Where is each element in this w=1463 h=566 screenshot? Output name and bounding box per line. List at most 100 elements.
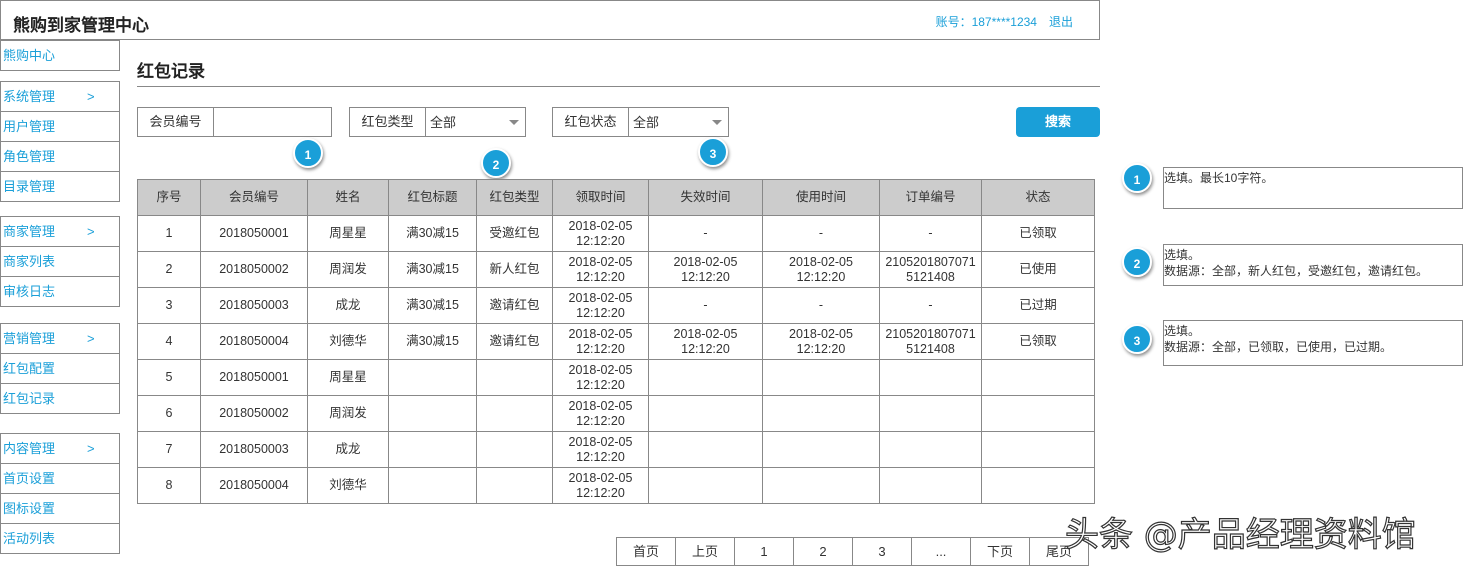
table-cell: 1 — [137, 215, 201, 252]
page-button[interactable]: 3 — [852, 537, 912, 566]
annotation-marker-3: 3 — [698, 137, 728, 167]
sidebar-item-label: 商家列表 — [3, 254, 56, 269]
status-select-value: 全部 — [633, 115, 660, 130]
table-cell: 2018-02-05 12:12:20 — [648, 323, 763, 360]
sidebar-item-label: 系统管理 — [3, 89, 56, 104]
chevron-right-icon: > — [87, 224, 95, 239]
sidebar-item-label: 用户管理 — [3, 119, 56, 134]
sidebar-item[interactable]: 角色管理 — [0, 141, 120, 172]
sidebar-item[interactable]: 商家管理 > — [0, 216, 120, 247]
column-header: 姓名 — [307, 179, 389, 216]
page-button[interactable]: 1 — [734, 537, 794, 566]
column-header: 会员编号 — [200, 179, 308, 216]
sidebar-item[interactable]: 活动列表 — [0, 523, 120, 554]
table-cell: 周星星 — [307, 359, 389, 396]
table-cell: 2018050004 — [200, 467, 308, 504]
app-header: 熊购到家管理中心 账号：187****1234 退出 — [0, 0, 1100, 40]
column-header: 序号 — [137, 179, 201, 216]
table-cell — [388, 359, 477, 396]
table-cell: 7 — [137, 431, 201, 468]
sidebar-item[interactable]: 目录管理 — [0, 171, 120, 202]
table-row: 3 2018050003 成龙 满30减15 邀请红包 2018-02-05 12:12:… — [137, 287, 1095, 324]
sidebar-item[interactable]: 审核日志 — [0, 276, 120, 307]
table-cell: - — [879, 215, 982, 252]
status-select[interactable]: 全部 — [628, 107, 729, 137]
sidebar-item[interactable]: 内容管理 > — [0, 433, 120, 464]
table-cell: 周星星 — [307, 215, 389, 252]
table-cell — [981, 395, 1095, 432]
sidebar-item-label: 内容管理 — [3, 441, 56, 456]
table-cell — [388, 467, 477, 504]
table-cell — [648, 395, 763, 432]
table-cell: 4 — [137, 323, 201, 360]
note-line: 选填。 — [1164, 248, 1201, 262]
column-header: 订单编号 — [879, 179, 982, 216]
table-cell: 刘德华 — [307, 467, 389, 504]
note-line: 选填。 — [1164, 324, 1201, 338]
sidebar-item[interactable]: 熊购中心 — [0, 40, 120, 71]
table-cell: 成龙 — [307, 287, 389, 324]
table-row: 1 2018050001 周星星 满30减15 受邀红包 2018-02-05 12:12… — [137, 215, 1095, 252]
table-cell: 满30减15 — [388, 215, 477, 252]
table-cell — [476, 359, 553, 396]
table-cell: 2018-02-05 12:12:20 — [762, 323, 880, 360]
sidebar-item[interactable]: 营销管理 > — [0, 323, 120, 354]
sidebar-item[interactable]: 图标设置 — [0, 493, 120, 524]
page-button[interactable]: 2 — [793, 537, 853, 566]
table-cell — [762, 467, 880, 504]
annotation-marker: 1 — [1122, 163, 1152, 193]
table-cell: 周润发 — [307, 395, 389, 432]
table-cell: 2018050002 — [200, 395, 308, 432]
table-cell: 周润发 — [307, 251, 389, 288]
chevron-down-icon — [712, 120, 722, 125]
pagination: 首页 上页 1 2 3... 下页 尾页 — [616, 537, 1089, 566]
table-row: 4 2018050004 刘德华 满30减15 邀请红包 2018-02-05 12:12… — [137, 323, 1095, 360]
table-cell: 已过期 — [981, 287, 1095, 324]
table-cell: 2018-02-05 12:12:20 — [552, 287, 649, 324]
sidebar-item[interactable]: 系统管理 > — [0, 81, 120, 112]
chevron-right-icon: > — [87, 441, 95, 456]
table-cell — [879, 359, 982, 396]
status-label: 红包状态 — [552, 107, 629, 137]
table-row: 8 2018050004 刘德华 2018-02-05 12:12:20 — [137, 467, 1095, 504]
page-button[interactable]: 首页 — [616, 537, 676, 566]
table-cell: 新人红包 — [476, 251, 553, 288]
table-cell: 2105201807071 5121408 — [879, 323, 982, 360]
table-cell — [476, 395, 553, 432]
table-cell: 2018050002 — [200, 251, 308, 288]
page-button[interactable]: 上页 — [675, 537, 735, 566]
sidebar-item-label: 角色管理 — [3, 149, 56, 164]
member-id-input[interactable] — [213, 107, 332, 137]
sidebar-item[interactable]: 用户管理 — [0, 111, 120, 142]
logout-link[interactable]: 退出 — [1048, 15, 1073, 29]
table-cell: 满30减15 — [388, 323, 477, 360]
sidebar-item[interactable]: 商家列表 — [0, 246, 120, 277]
table-cell — [476, 467, 553, 504]
sidebar-item[interactable]: 首页设置 — [0, 463, 120, 494]
table-cell — [981, 431, 1095, 468]
sidebar-item[interactable]: 红包记录 — [0, 383, 120, 414]
page-button[interactable]: ... — [911, 537, 971, 566]
table-cell: 2018-02-05 12:12:20 — [552, 395, 649, 432]
table-cell: 成龙 — [307, 431, 389, 468]
search-button[interactable]: 搜索 — [1016, 107, 1100, 137]
sidebar-item-label: 红包配置 — [3, 361, 56, 376]
table-cell — [648, 359, 763, 396]
table-cell: 2018-02-05 12:12:20 — [762, 251, 880, 288]
table-cell: 已领取 — [981, 215, 1095, 252]
page-button[interactable]: 下页 — [970, 537, 1030, 566]
table-cell: - — [762, 215, 880, 252]
note-line: 选填。最长10字符。 — [1164, 171, 1274, 185]
column-header: 失效时间 — [648, 179, 763, 216]
table-cell: 2018050003 — [200, 431, 308, 468]
annotation-note: 选填。 数据源：全部，新人红包，受邀红包，邀请红包。 — [1163, 244, 1463, 286]
type-select[interactable]: 全部 — [425, 107, 526, 137]
table-cell: - — [648, 287, 763, 324]
chevron-right-icon: > — [87, 331, 95, 346]
table-cell: 满30减15 — [388, 251, 477, 288]
table-cell: 已使用 — [981, 251, 1095, 288]
table-cell: 受邀红包 — [476, 215, 553, 252]
table-cell — [879, 395, 982, 432]
sidebar-item-label: 商家管理 — [3, 224, 56, 239]
sidebar-item[interactable]: 红包配置 — [0, 353, 120, 384]
